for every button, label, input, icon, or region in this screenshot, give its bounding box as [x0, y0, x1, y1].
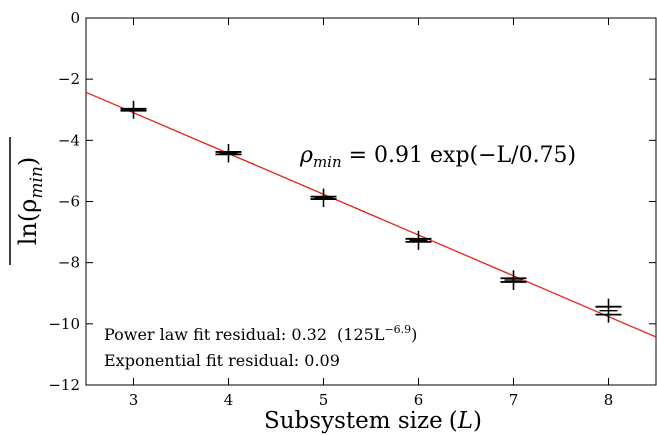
y-tick-label: −2 — [58, 70, 80, 88]
power-law-annotation: Power law fit residual: 0.32 (125L−6.9) — [104, 323, 417, 344]
x-tick-label: 8 — [604, 391, 614, 409]
x-tick-label: 3 — [129, 391, 139, 409]
data-point — [310, 188, 337, 208]
data-point — [120, 100, 147, 119]
y-tick-label: −4 — [58, 131, 80, 149]
y-axis-label: ln(ρ — [14, 199, 42, 246]
y-tick-label: −10 — [48, 315, 80, 333]
x-axis-var: L — [457, 408, 473, 434]
fit-line — [85, 91, 657, 338]
x-tick-label: 4 — [224, 391, 234, 409]
svg-text:ln(ρmin): ln(ρmin) — [14, 157, 47, 246]
data-point — [405, 230, 432, 250]
power-law-model: (125L — [337, 325, 385, 344]
y-axis-label-sub: min — [27, 166, 47, 199]
y-axis-title: ln(ρmin) — [9, 137, 47, 265]
power-law-text: Power law fit residual: 0.32 — [104, 325, 327, 344]
x-tick-label: 6 — [414, 391, 424, 409]
data-points — [120, 100, 622, 323]
x-axis-label: Subsystem size — [264, 408, 443, 434]
y-tick-label: −12 — [48, 376, 80, 394]
formula-rhs: = 0.91 exp(−L/0.75) — [342, 143, 577, 168]
exp-fit-annotation: Exponential fit residual: 0.09 — [104, 351, 340, 370]
formula-annotation: ρmin = 0.91 exp(−L/0.75) — [299, 143, 576, 171]
formula-lhs-sub: min — [313, 153, 342, 171]
power-law-close: ) — [411, 325, 417, 344]
data-point — [500, 270, 527, 290]
data-point — [215, 143, 242, 163]
data-point — [595, 298, 622, 323]
y-tick-label: −8 — [58, 254, 80, 272]
x-tick-label: 5 — [319, 391, 329, 409]
x-axis-title: Subsystem size (L) — [264, 408, 482, 434]
axis-ticks: 3 4 5 6 7 8 0 −2 −4 −6 −8 −10 −12 — [48, 9, 656, 409]
formula-lhs: ρ — [299, 143, 313, 168]
y-tick-label: −6 — [58, 193, 80, 211]
x-tick-label: 7 — [509, 391, 519, 409]
y-tick-label: 0 — [70, 9, 80, 27]
fit-line-group — [85, 91, 657, 338]
power-law-exponent: −6.9 — [384, 323, 411, 336]
